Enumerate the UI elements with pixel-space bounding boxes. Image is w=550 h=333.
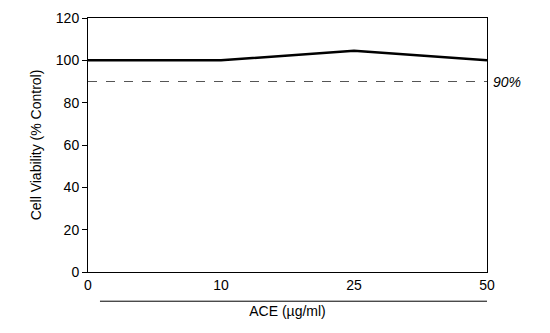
svg-text:120: 120 (56, 10, 80, 26)
svg-text:ACE (µg/ml): ACE (µg/ml) (249, 303, 326, 319)
svg-text:100: 100 (56, 52, 80, 68)
svg-text:90%: 90% (493, 74, 521, 90)
svg-text:0: 0 (71, 264, 79, 280)
svg-text:20: 20 (64, 222, 80, 238)
svg-text:Cell Viability (% Control): Cell Viability (% Control) (28, 70, 44, 221)
svg-text:25: 25 (346, 277, 362, 293)
svg-text:60: 60 (64, 137, 80, 153)
svg-text:50: 50 (479, 277, 495, 293)
svg-text:80: 80 (64, 95, 80, 111)
svg-text:0: 0 (84, 277, 92, 293)
svg-text:10: 10 (213, 277, 229, 293)
svg-text:40: 40 (64, 179, 80, 195)
